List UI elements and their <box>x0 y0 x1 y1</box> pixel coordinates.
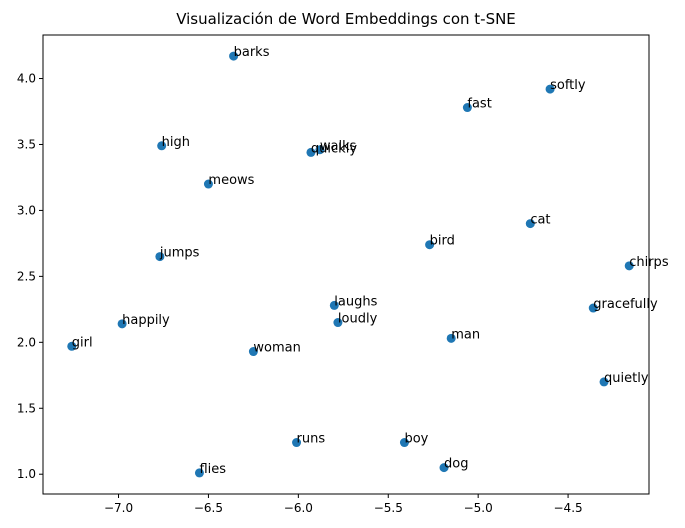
chart-title: Visualización de Word Embeddings con t-S… <box>176 10 516 28</box>
y-tick-label: 2.0 <box>17 335 36 349</box>
data-point-girl <box>67 341 77 351</box>
data-point-chirps <box>624 261 634 271</box>
point-label-jumps: jumps <box>159 246 200 261</box>
data-point-barks <box>229 51 239 61</box>
data-point-dog <box>439 463 449 473</box>
point-label-girl: girl <box>72 335 93 350</box>
x-tick-label: −5.0 <box>464 501 493 515</box>
point-label-woman: woman <box>253 341 300 356</box>
point-label-walks: walks <box>320 139 357 154</box>
plot-frame <box>42 34 650 495</box>
point-label-dog: dog <box>444 457 468 472</box>
data-point-laughs <box>329 300 339 310</box>
data-point-quietly <box>599 377 609 387</box>
point-label-loudly: loudly <box>338 312 378 327</box>
point-label-bird: bird <box>430 234 455 249</box>
point-label-barks: barks <box>234 45 270 60</box>
data-point-runs <box>292 438 302 448</box>
data-point-loudly <box>333 318 343 328</box>
data-point-walks <box>315 145 325 155</box>
point-label-cat: cat <box>530 213 550 228</box>
data-point-quickly <box>306 147 316 157</box>
point-label-gracefully: gracefully <box>593 297 658 312</box>
y-tick-label: 4.0 <box>17 72 36 86</box>
x-tick-label: −5.5 <box>374 501 403 515</box>
data-point-meows <box>203 179 213 189</box>
data-point-softly <box>545 84 555 94</box>
data-point-boy <box>399 438 409 448</box>
x-tick-label: −6.5 <box>194 501 223 515</box>
point-label-quickly: quickly <box>311 141 357 156</box>
point-label-flies: flies <box>199 462 226 477</box>
data-point-happily <box>117 319 127 329</box>
x-tick-label: −6.0 <box>284 501 313 515</box>
data-point-bird <box>425 240 435 250</box>
y-tick-label: 1.0 <box>17 467 36 481</box>
point-label-boy: boy <box>404 432 428 447</box>
y-tick-label: 3.5 <box>17 137 36 151</box>
y-tick-label: 3.0 <box>17 203 36 217</box>
y-tick-label: 2.5 <box>17 269 36 283</box>
data-point-high <box>157 141 167 151</box>
data-point-fast <box>462 103 472 113</box>
point-label-softly: softly <box>550 78 586 93</box>
point-label-fast: fast <box>467 97 491 112</box>
point-label-runs: runs <box>297 432 326 447</box>
point-label-high: high <box>162 135 190 150</box>
data-point-woman <box>248 347 258 357</box>
data-point-gracefully <box>588 303 598 313</box>
data-point-flies <box>194 468 204 478</box>
point-label-laughs: laughs <box>334 294 377 309</box>
point-label-quietly: quietly <box>604 371 649 386</box>
data-point-cat <box>525 219 535 229</box>
data-point-man <box>446 333 456 343</box>
point-label-man: man <box>451 327 480 342</box>
axes-layer: −7.0 −6.5 −6.0 −5.5 −5.0 −4.5 1.0 1.5 2.0 2.5 3.0 3… <box>17 72 583 515</box>
y-tick-label: 1.5 <box>17 401 36 415</box>
point-label-happily: happily <box>122 313 170 328</box>
x-tick-label: −7.0 <box>104 501 133 515</box>
data-point-jumps <box>155 252 165 262</box>
x-tick-label: −4.5 <box>554 501 583 515</box>
point-label-meows: meows <box>208 173 254 188</box>
